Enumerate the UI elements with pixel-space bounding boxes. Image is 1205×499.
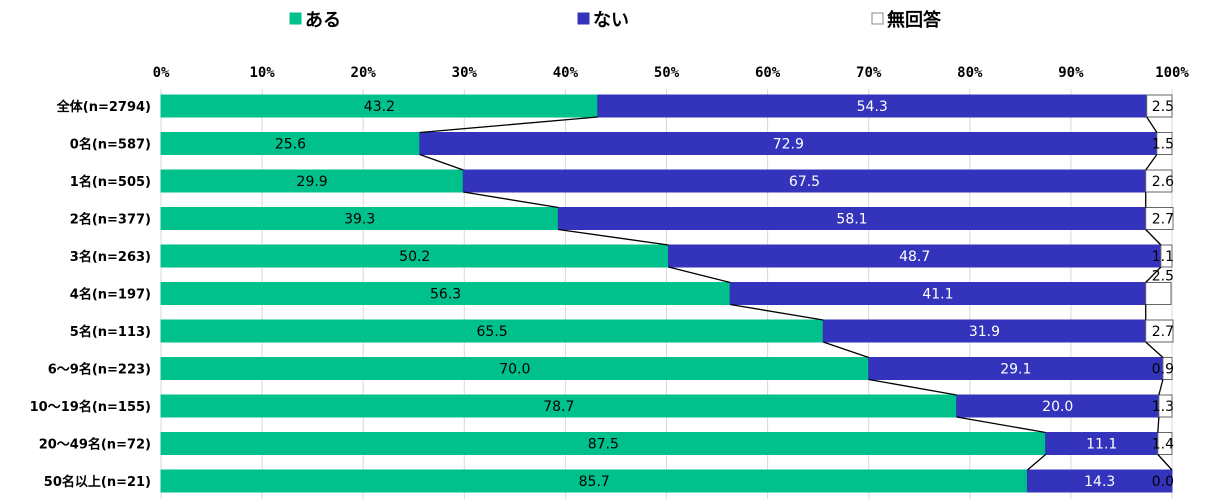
legend-swatch-2	[871, 12, 884, 25]
series-line-s1-r4	[1145, 266, 1162, 283]
data-label-r7-s1: 29.1	[1000, 362, 1031, 378]
data-label-r8-s0: 78.7	[543, 399, 574, 415]
series-line-s0-r6	[822, 341, 869, 359]
data-label-r3-s1: 58.1	[836, 212, 867, 228]
series-lines	[419, 116, 1173, 471]
x-tick-label-0: 0%	[153, 65, 170, 81]
data-label-r4-s0: 50.2	[399, 249, 430, 265]
series-line-s0-r9	[1027, 454, 1047, 471]
category-labels: 全体(n=2794) 0名(n=587) 1名(n=505) 2名(n=377) 3名(…	[30, 99, 151, 490]
x-tick-label-10: 100%	[1155, 65, 1189, 81]
x-tick-label-9: 90%	[1058, 65, 1084, 81]
x-tick-label-5: 50%	[654, 65, 680, 81]
category-label-0: 全体(n=2794)	[56, 99, 151, 115]
data-label-r6-s1: 31.9	[969, 324, 1000, 340]
category-label-1: 0名(n=587)	[70, 137, 151, 153]
data-label-r1-s0: 25.6	[275, 137, 306, 153]
bar-3-s2	[1145, 207, 1174, 230]
data-label-r4-s1: 48.7	[899, 249, 930, 265]
legend-label-1: ない	[593, 10, 629, 31]
series-line-s1-r7	[1158, 379, 1164, 396]
category-label-2: 1名(n=505)	[70, 174, 151, 190]
data-label-r9-s2: 1.4	[1152, 437, 1174, 453]
data-label-r3-s2: 2.7	[1152, 212, 1174, 228]
bar-10-s1	[1026, 469, 1173, 493]
bar-4-s2	[1160, 244, 1173, 268]
series-line-s0-r8	[956, 416, 1046, 434]
x-tick-label-1: 10%	[249, 65, 275, 81]
category-label-5: 4名(n=197)	[70, 287, 151, 303]
data-label-r7-s0: 70.0	[499, 362, 530, 378]
series-line-s1-r1	[1145, 154, 1158, 171]
category-label-3: 2名(n=377)	[70, 212, 151, 228]
data-label-r5-s1: 41.1	[922, 287, 953, 303]
x-tick-label-2: 20%	[351, 65, 377, 81]
x-tick-label-4: 40%	[553, 65, 579, 81]
data-label-r2-s0: 29.9	[297, 174, 328, 190]
series-line-s0-r1	[419, 153, 464, 171]
data-label-r8-s1: 20.0	[1042, 399, 1073, 415]
data-label-r4-s2: 1.1	[1152, 249, 1174, 265]
x-axis-ticks: 0% 10% 20% 30% 40% 50% 60% 70% 80% 90% 100%	[153, 65, 1190, 81]
legend-swatch-0	[289, 12, 302, 25]
data-label-r1-s2: 1.5	[1152, 137, 1174, 153]
category-label-6: 5名(n=113)	[70, 324, 151, 340]
category-label-10: 50名以上(n=21)	[44, 474, 151, 490]
data-label-r0-s1: 54.3	[857, 99, 888, 115]
x-tick-label-7: 70%	[856, 65, 882, 81]
data-label-r10-s2: 0.0	[1152, 474, 1174, 490]
series-line-s0-r4	[668, 266, 731, 284]
data-label-r7-s2: 0.9	[1152, 362, 1174, 378]
data-label-r5-s0: 56.3	[430, 287, 461, 303]
series-line-s1-r0	[1146, 116, 1158, 133]
data-label-r8-s2: 1.3	[1152, 399, 1174, 415]
category-label-9: 20～49名(n=72)	[39, 437, 151, 453]
series-line-s0-r7	[868, 378, 957, 396]
category-label-8: 10～19名(n=155)	[30, 399, 151, 415]
data-label-r0-s0: 43.2	[364, 99, 395, 115]
series-line-s0-r3	[558, 228, 669, 246]
data-label-r5-s2: 2.5	[1152, 269, 1174, 285]
series-line-s1-r8	[1157, 416, 1160, 433]
legend-swatch-1	[577, 12, 590, 25]
data-label-r10-s0: 85.7	[579, 474, 610, 490]
bars	[160, 94, 1174, 493]
series-line-s1-r9	[1157, 454, 1173, 471]
category-label-7: 6～9名(n=223)	[48, 362, 151, 378]
legend: ある ない 無回答	[289, 9, 942, 31]
bar-1-s2	[1156, 132, 1173, 155]
data-label-r6-s2: 2.7	[1152, 324, 1174, 340]
bar-2-s2	[1145, 169, 1173, 193]
data-label-r2-s1: 67.5	[789, 174, 820, 190]
bar-0-s2	[1146, 94, 1173, 118]
data-label-r9-s0: 87.5	[588, 437, 619, 453]
bar-6-s2	[1145, 319, 1174, 343]
series-line-s0-r0	[419, 116, 598, 134]
bar-7-s2	[1162, 357, 1173, 380]
category-label-4: 3名(n=263)	[70, 249, 151, 265]
bar-9-s2	[1157, 432, 1173, 455]
x-tick-label-8: 80%	[957, 65, 983, 81]
data-label-r6-s0: 65.5	[477, 324, 508, 340]
data-label-r10-s1: 14.3	[1084, 474, 1115, 490]
series-line-s0-r2	[463, 191, 559, 209]
data-labels: 43.2 54.3 2.5 25.6 72.9 1.5 29.9 67.5 2.6 39.3 58.…	[275, 99, 1174, 490]
series-line-s1-r6	[1145, 341, 1164, 358]
legend-label-2: 無回答	[887, 9, 942, 31]
bar-5-s2	[1145, 282, 1172, 305]
bar-8-s2	[1158, 394, 1173, 418]
series-line-s0-r5	[730, 303, 824, 321]
data-label-r1-s1: 72.9	[773, 137, 804, 153]
legend-label-0: ある	[305, 10, 341, 31]
series-line-s1-r3	[1145, 229, 1162, 246]
x-tick-label-6: 60%	[755, 65, 781, 81]
data-label-r3-s0: 39.3	[344, 212, 375, 228]
data-label-r2-s2: 2.6	[1152, 174, 1174, 190]
x-tick-label-3: 30%	[452, 65, 478, 81]
data-label-r9-s1: 11.1	[1086, 437, 1117, 453]
data-label-r0-s2: 2.5	[1152, 99, 1174, 115]
